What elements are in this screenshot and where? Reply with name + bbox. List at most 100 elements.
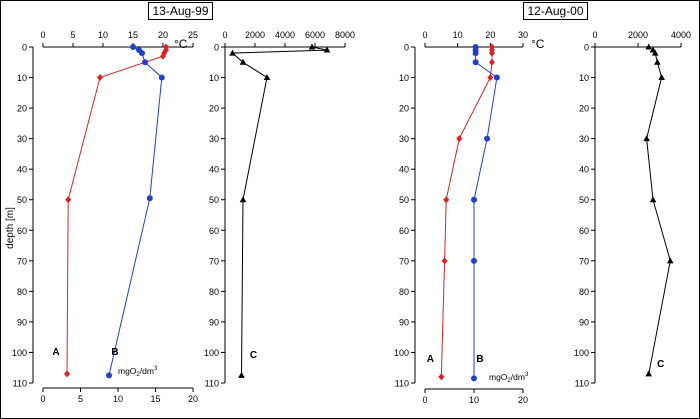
depth-tick-label: 110 — [395, 379, 409, 389]
depth-tick-label: 110 — [13, 379, 27, 389]
bottom-axis-tick-label: 20 — [188, 394, 198, 404]
series-C-point — [229, 49, 236, 56]
panel-1999-temperature: 0 10 20 30 40 50 60 70 80 90 100 110 0 5 10 15 20 25 0 5 10 1… — [12, 30, 198, 404]
series-A-label: A — [52, 347, 59, 358]
series-A-point — [487, 74, 494, 82]
series-B-point — [130, 44, 136, 50]
panel-title-1999: 13-Aug-99 — [152, 4, 208, 18]
series-B-point — [146, 195, 153, 202]
depth-tick-label: 50 — [209, 195, 219, 205]
panel-1999-conductivity: 0 10 20 30 40 50 60 70 80 90 100 110 0 2000 4000 6000 80… — [204, 30, 355, 389]
temp-unit-2000: °C — [531, 37, 545, 51]
bottom-axis-tick-label: 5 — [78, 394, 83, 404]
top-axis-tick-label: 20 — [485, 30, 495, 40]
y-axis-label: depth [m] — [5, 207, 16, 249]
depth-tick-label: 100 — [12, 348, 27, 358]
series-A-point — [97, 74, 103, 82]
top-axis-tick-label: 30 — [518, 30, 528, 40]
depth-tick-label: 40 — [579, 165, 589, 175]
series-B-point — [472, 50, 479, 57]
panel-title-2000: 12-Aug-00 — [527, 4, 583, 18]
depth-tick-label: 50 — [579, 195, 589, 205]
depth-tick-label: 0 — [22, 43, 27, 53]
depth-tick-label: 50 — [399, 195, 409, 205]
depth-tick-label: 20 — [579, 104, 589, 114]
depth-tick-label: 70 — [579, 256, 589, 266]
depth-tick-label: 20 — [399, 104, 409, 114]
series-A-point — [65, 196, 72, 204]
series-B-label: B — [111, 347, 118, 358]
depth-tick-label: 90 — [399, 317, 409, 327]
top-axis-tick-label: 0 — [222, 30, 227, 40]
depth-tick-label: 90 — [579, 317, 589, 327]
panel-2000-conductivity: 0 10 20 30 40 50 60 70 80 90 100 110 0 2000 4000 C — [574, 30, 691, 389]
series-B-point — [158, 74, 165, 81]
depth-tick-label: 110 — [575, 379, 589, 389]
depth-tick-label: 90 — [17, 317, 27, 327]
depth-tick-label: 40 — [209, 165, 219, 175]
oxygen-unit-2000: mgO2/dm3 — [489, 372, 529, 384]
depth-tick-label: 10 — [209, 73, 219, 83]
bottom-axis-tick-label: 10 — [113, 394, 123, 404]
series-B-point — [472, 59, 479, 66]
series-B-point — [139, 50, 145, 57]
bottom-axis-tick-label: 0 — [40, 394, 45, 404]
series-C-point — [645, 370, 653, 377]
bottom-axis-tick-label: 10 — [469, 395, 479, 405]
series-C-point — [658, 74, 665, 81]
depth-tick-label: 0 — [214, 43, 219, 53]
depth-tick-label: 30 — [17, 134, 27, 144]
series-C-point — [645, 43, 653, 50]
series-C-point — [666, 257, 674, 264]
depth-tick-label: 20 — [17, 104, 27, 114]
top-axis-tick-label: 8000 — [335, 30, 355, 40]
panel-title-box-1999 — [148, 2, 213, 20]
depth-tick-label: 30 — [209, 134, 219, 144]
depth-tick-label: 60 — [399, 226, 409, 236]
bottom-axis-tick-label: 20 — [518, 395, 528, 405]
series-C-point — [263, 74, 271, 81]
top-axis-tick-label: 2000 — [245, 30, 265, 40]
series-B-point — [493, 74, 500, 81]
depth-tick-label: 10 — [579, 73, 589, 83]
series-A-point — [456, 135, 463, 143]
series-C-point — [654, 58, 661, 65]
depth-tick-label: 100 — [574, 348, 589, 358]
top-axis-tick-label: 15 — [128, 30, 138, 40]
top-axis-tick-label: 20 — [158, 30, 168, 40]
depth-tick-label: 100 — [204, 348, 219, 358]
series-B-point — [471, 196, 477, 203]
depth-tick-label: 110 — [205, 379, 219, 389]
depth-tick-label: 60 — [209, 226, 219, 236]
depth-tick-label: 0 — [404, 43, 409, 53]
depth-tick-label: 80 — [17, 287, 27, 297]
depth-tick-label: 10 — [399, 73, 409, 83]
depth-tick-label: 10 — [17, 73, 27, 83]
top-axis-tick-label: 0 — [40, 30, 45, 40]
top-axis-tick-label: 2000 — [628, 30, 648, 40]
bottom-axis-tick-label: 15 — [150, 394, 160, 404]
panel-title-box-2000 — [523, 2, 588, 20]
series-C-point — [651, 49, 659, 56]
temp-unit-1999: °C — [174, 37, 188, 51]
top-axis-tick-label: 10 — [453, 30, 463, 40]
depth-tick-label: 60 — [17, 226, 27, 236]
bottom-axis-tick-label: 0 — [422, 395, 427, 405]
depth-tick-label: 80 — [579, 287, 589, 297]
series-C-point — [323, 46, 331, 53]
depth-tick-label: 30 — [579, 134, 589, 144]
depth-tick-label: 90 — [209, 317, 219, 327]
series-B-label: B — [476, 354, 483, 365]
depth-tick-label: 70 — [17, 256, 27, 266]
series-A-point — [438, 373, 445, 381]
top-axis-tick-label: 5 — [70, 30, 75, 40]
series-C-point — [239, 58, 247, 65]
depth-tick-label: 30 — [399, 134, 409, 144]
top-axis-tick-label: 4000 — [671, 30, 691, 40]
top-axis-tick-label: 0 — [422, 30, 427, 40]
top-axis-tick-label: 10 — [98, 30, 108, 40]
series-A-point — [443, 196, 450, 204]
series-C-point — [643, 135, 650, 142]
